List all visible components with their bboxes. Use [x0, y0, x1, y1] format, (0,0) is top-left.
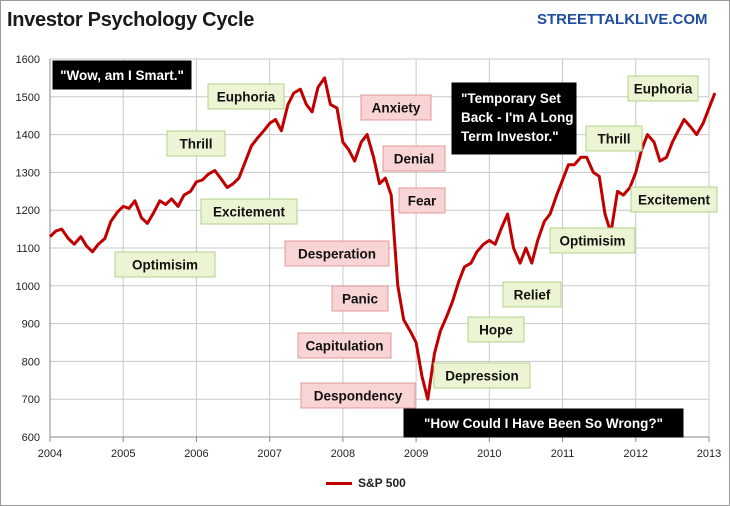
annotation-red: Desperation [284, 240, 390, 267]
annotation-label: Capitulation [306, 339, 384, 354]
annotation-red: Panic [331, 285, 389, 312]
annotation-green: Excitement [630, 186, 718, 213]
annotation-green: Thrill [166, 130, 226, 157]
annotation-label: Despondency [314, 389, 403, 404]
x-tick-label: 2007 [257, 448, 281, 460]
x-tick-label: 2006 [184, 448, 208, 460]
annotation-box [585, 125, 643, 152]
annotation-green: Excitement [200, 198, 298, 225]
annotation-layer: "Wow, am I Smart." Optimisim Excitement Thr… [52, 60, 718, 438]
y-tick-label: 1300 [16, 167, 40, 179]
x-tick-label: 2008 [331, 448, 355, 460]
y-tick-label: 1500 [16, 92, 40, 104]
annotation-label: Thrill [598, 132, 631, 147]
annotation-red: Capitulation [297, 332, 392, 359]
annotation-box [502, 281, 562, 308]
annotation-label: Depression [445, 369, 519, 384]
annotation-green: Relief [502, 281, 562, 308]
annotation-green: Optimisim [114, 251, 216, 278]
y-tick-label: 900 [22, 319, 40, 331]
annotation-label: Fear [408, 194, 437, 209]
x-tick-label: 2004 [38, 448, 62, 460]
annotation-label: Denial [394, 152, 435, 167]
annotation-label: Optimisim [132, 258, 198, 273]
annotation-box [382, 145, 446, 172]
annotation-box [433, 362, 531, 389]
annotation-green: Thrill [585, 125, 643, 152]
y-tick-label: 1400 [16, 130, 40, 142]
x-tick-label: 2013 [697, 448, 721, 460]
annotation-box [300, 382, 416, 409]
annotation-box [360, 94, 432, 121]
annotation-label: "How Could I Have Been So Wrong?" [424, 416, 663, 431]
annotation-green: Depression [433, 362, 531, 389]
annotation-red: Despondency [300, 382, 416, 409]
annotation-green: Euphoria [627, 75, 699, 102]
annotation-box [331, 285, 389, 312]
annotation-label: Desperation [298, 247, 376, 262]
legend-swatch [326, 481, 352, 485]
y-axis-ticks: 600 700 800 900 1000 1100 1200 1300 1400 1500 1600 [16, 54, 40, 444]
y-tick-label: 1200 [16, 205, 40, 217]
annotation-box [467, 316, 525, 343]
annotation-label: Excitement [638, 193, 711, 208]
annotation-label: Thrill [180, 137, 213, 152]
x-tick-label: 2010 [477, 448, 501, 460]
annotation-label: Euphoria [634, 82, 693, 97]
y-tick-label: 1600 [16, 54, 40, 66]
annotation-box [284, 240, 390, 267]
annotation-label: Euphoria [217, 90, 276, 105]
annotation-green: Euphoria [207, 83, 285, 110]
y-tick-label: 1000 [16, 281, 40, 293]
annotation-label: Relief [514, 288, 551, 303]
annotation-label: Panic [342, 292, 379, 307]
annotation-box [549, 227, 636, 254]
series-line-sp500 [48, 76, 717, 401]
site-watermark: STREETTALKLIVE.COM [537, 11, 708, 28]
annotation-box [166, 130, 226, 157]
x-tick-label: 2005 [111, 448, 135, 460]
y-tick-label: 600 [22, 432, 40, 444]
annotation-label: Excitement [213, 205, 286, 220]
legend-label: S&P 500 [358, 476, 406, 490]
annotation-box [52, 60, 192, 90]
x-tick-label: 2012 [624, 448, 648, 460]
annotation-dark: "How Could I Have Been So Wrong?" [403, 408, 684, 438]
annotation-box [451, 82, 577, 155]
x-tick-label: 2011 [551, 448, 575, 460]
annotation-box [200, 198, 298, 225]
series-layer [48, 76, 717, 401]
annotation-box [630, 186, 718, 213]
x-axis-ticks: 2004 2005 2006 2007 2008 2009 2010 2011 2012 2013 [38, 448, 721, 460]
annotation-box [297, 332, 392, 359]
annotation-green: Hope [467, 316, 525, 343]
annotation-box [114, 251, 216, 278]
annotation-box [207, 83, 285, 110]
y-tick-label: 700 [22, 394, 40, 406]
annotation-dark: "Wow, am I Smart." [52, 60, 192, 90]
annotation-label: Anxiety [372, 101, 421, 116]
y-tick-label: 1100 [16, 243, 40, 255]
annotation-label: Optimisim [559, 234, 625, 249]
annotation-red: Anxiety [360, 94, 432, 121]
y-tick-label: 800 [22, 356, 40, 368]
annotation-dark: "Temporary Set Back - I'm A Long Term Inve… [451, 82, 577, 155]
annotation-label: Hope [479, 323, 513, 338]
annotation-box [627, 75, 699, 102]
annotation-box [398, 187, 446, 214]
legend: S&P 500 [326, 476, 406, 490]
annotation-box [403, 408, 684, 438]
annotation-red: Fear [398, 187, 446, 214]
x-tick-label: 2009 [404, 448, 428, 460]
annotation-green: Optimisim [549, 227, 636, 254]
annotation-red: Denial [382, 145, 446, 172]
annotation-label: "Wow, am I Smart." [60, 68, 184, 83]
chart-title: Investor Psychology Cycle [7, 9, 255, 31]
annotation-label: "Temporary Set Back - I'm A Long Term Inve… [461, 91, 573, 144]
